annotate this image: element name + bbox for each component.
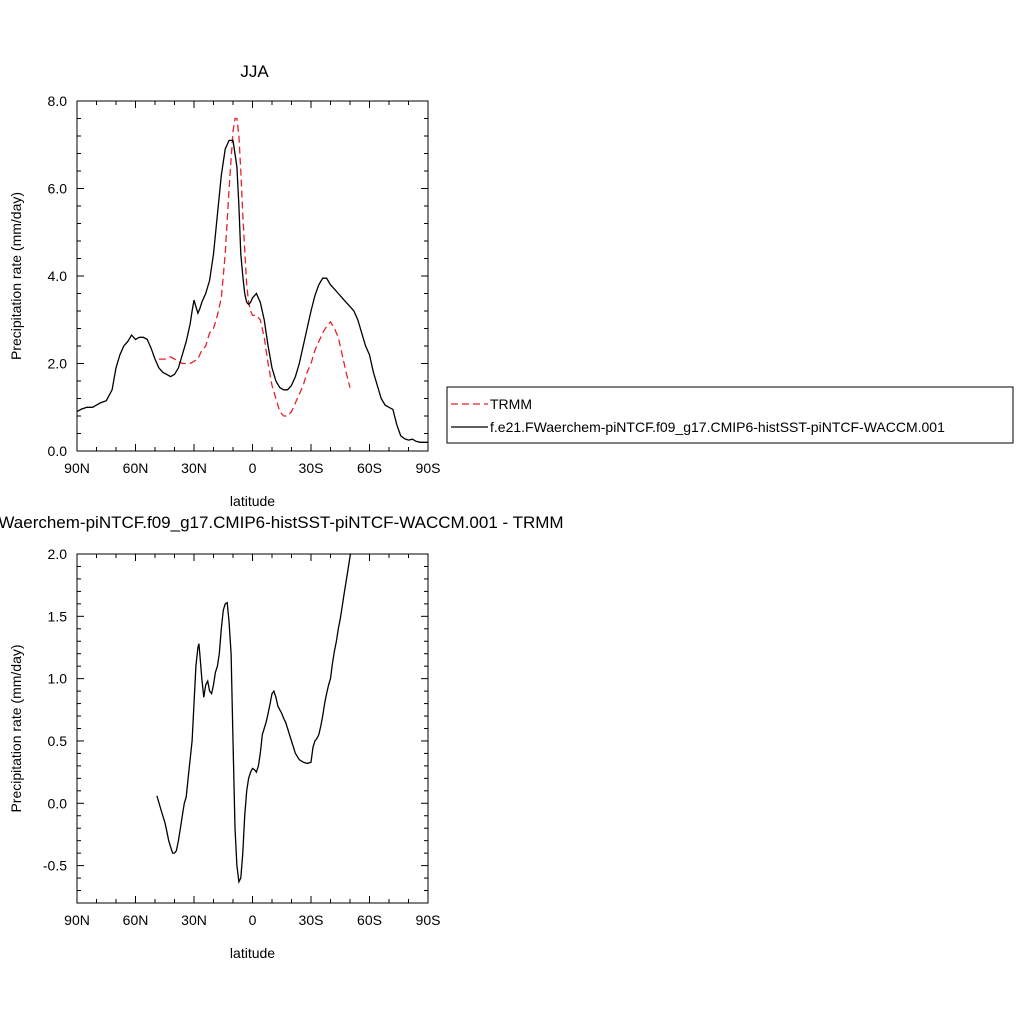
y-tick-label: 0.0 <box>48 443 68 459</box>
series-line-difference <box>156 554 352 884</box>
legend-entry: TRMM <box>490 396 532 412</box>
x-tick-label: 60S <box>357 460 382 476</box>
legend: TRMM f.e21.FWaerchem-piNTCF.f09_g17.CMIP6… <box>446 386 1014 444</box>
y-tick-label: 1.0 <box>48 671 68 687</box>
y-axis-label: Precipitation rate (mm/day) <box>8 192 24 360</box>
y-tick-label: 2.0 <box>48 546 68 562</box>
x-tick-label: 0 <box>249 912 257 928</box>
plot-frame <box>76 553 429 904</box>
y-tick-label: 1.5 <box>48 608 68 624</box>
chart-1: JJA 90N 60N 30N 0 30S 60S 90S 0.0 2.0 4.0 6.0 8.0 lat… <box>8 62 440 509</box>
y-tick-label: 0.5 <box>48 733 68 749</box>
y-tick-label: 0.0 <box>48 795 68 811</box>
x-tick-label: 90S <box>416 460 441 476</box>
plot-frame <box>76 100 429 452</box>
x-tick-label: 90S <box>416 912 441 928</box>
x-tick-label: 90N <box>64 460 90 476</box>
y-tick-label: 4.0 <box>48 268 68 284</box>
x-tick-label: 60N <box>123 460 149 476</box>
x-tick-label: 0 <box>249 460 257 476</box>
x-tick-label: 30N <box>181 912 207 928</box>
x-tick-label: 30S <box>299 912 324 928</box>
x-tick-label: 60N <box>123 912 149 928</box>
legend-box <box>446 386 1014 444</box>
y-tick-label: -0.5 <box>43 858 67 874</box>
y-axis-label: Precipitation rate (mm/day) <box>8 644 24 812</box>
y-tick-label: 6.0 <box>48 181 68 197</box>
y-tick-label: 8.0 <box>48 93 68 109</box>
x-axis-label: latitude <box>230 945 275 961</box>
series-line-model <box>77 139 428 443</box>
x-tick-label: 30S <box>299 460 324 476</box>
y-tick-label: 2.0 <box>48 356 68 372</box>
series-line-trmm <box>158 117 351 417</box>
x-axis-label: latitude <box>230 493 275 509</box>
x-tick-label: 90N <box>64 912 90 928</box>
chart-title: f.e21.FWaerchem-piNTCF.f09_g17.CMIP6-his… <box>0 513 564 532</box>
x-tick-label: 30N <box>181 460 207 476</box>
legend-entry: f.e21.FWaerchem-piNTCF.f09_g17.CMIP6-his… <box>490 419 945 435</box>
chart-2: f.e21.FWaerchem-piNTCF.f09_g17.CMIP6-his… <box>0 513 564 961</box>
chart-title: JJA <box>240 62 269 81</box>
x-tick-label: 60S <box>357 912 382 928</box>
